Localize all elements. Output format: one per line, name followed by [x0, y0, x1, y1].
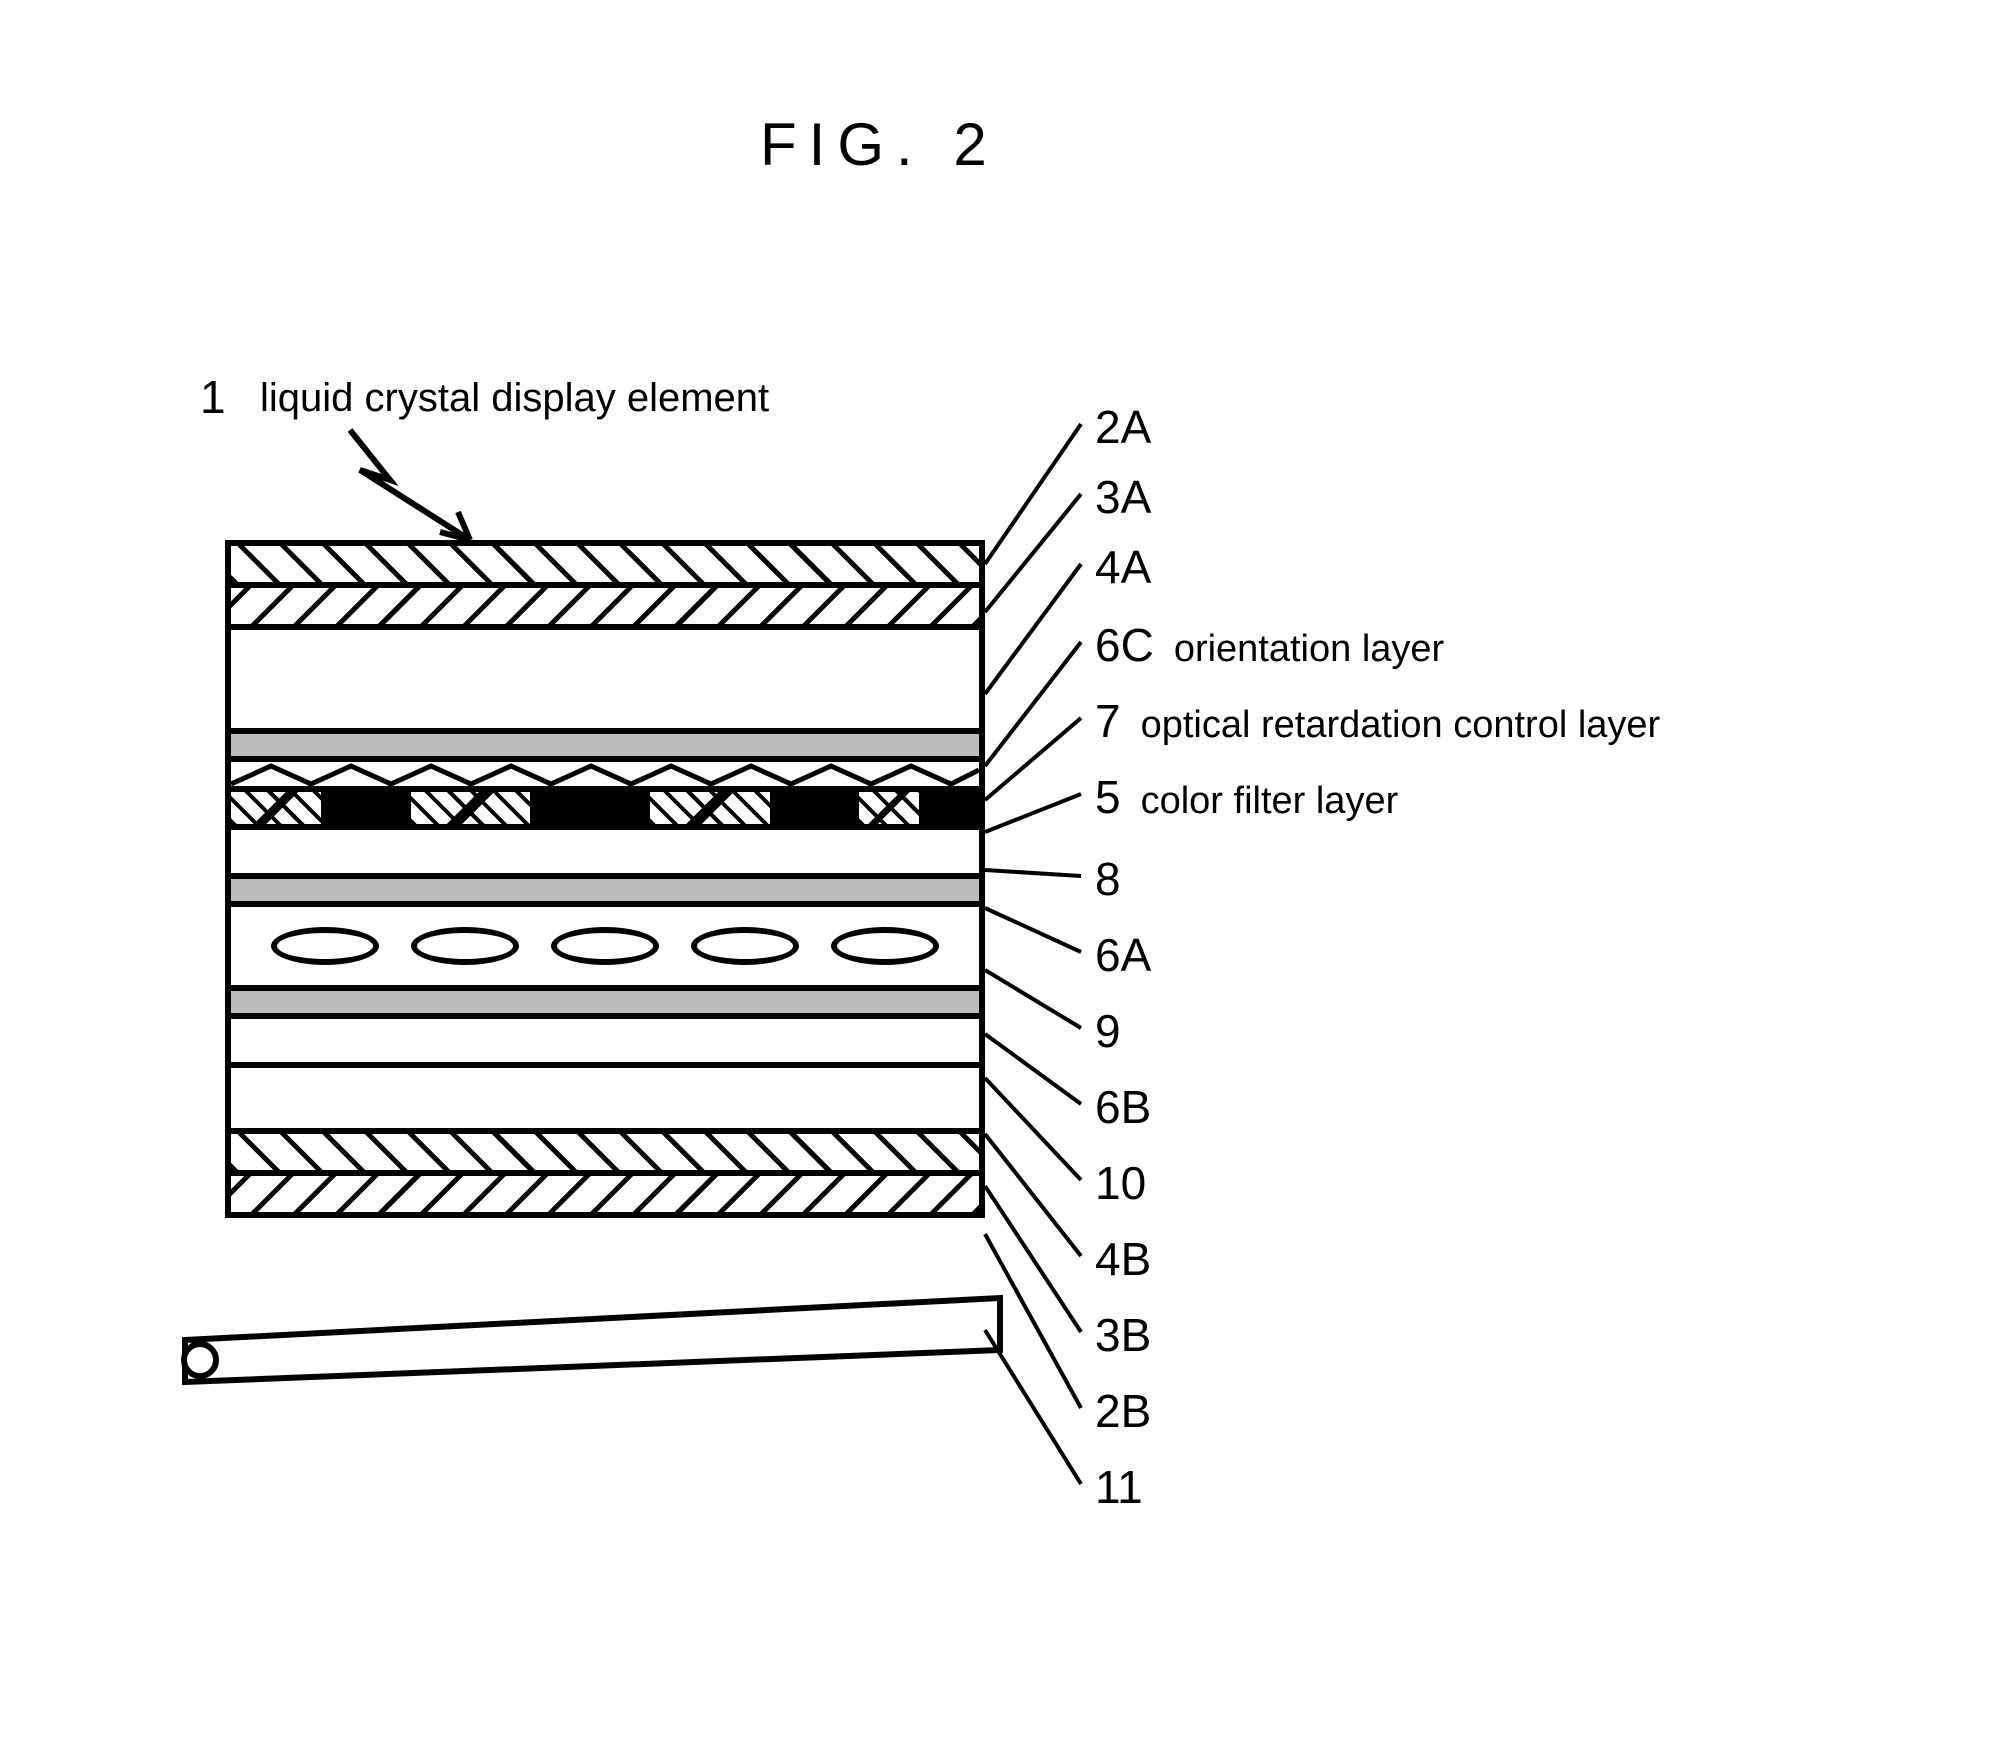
label-desc: optical retardation control layer — [1141, 704, 1661, 746]
label-num: 4B — [1095, 1233, 1151, 1285]
label-num: 9 — [1095, 1005, 1121, 1057]
label-6B: 6B — [1095, 1080, 1151, 1134]
label-5: 5 color filter layer — [1095, 770, 1398, 824]
element-label-1: liquid crystal display element — [260, 376, 769, 421]
layer-9 — [231, 901, 979, 991]
label-num: 6C — [1095, 619, 1154, 671]
label-8: 8 — [1095, 852, 1121, 906]
label-num: 6B — [1095, 1081, 1151, 1133]
label-2B: 2B — [1095, 1384, 1151, 1438]
label-num: 3B — [1095, 1309, 1151, 1361]
label-6C: 6C orientation layer — [1095, 618, 1444, 672]
layer-2B — [231, 1170, 979, 1218]
label-3B: 3B — [1095, 1308, 1151, 1362]
layer-8 — [231, 824, 979, 879]
label-num: 2B — [1095, 1385, 1151, 1437]
lc-ellipse — [551, 927, 659, 965]
layer-10 — [231, 1013, 979, 1068]
label-num: 4A — [1095, 541, 1151, 593]
layer-stack — [225, 540, 985, 1218]
label-11: 11 — [1095, 1460, 1143, 1514]
lc-ellipse — [691, 927, 799, 965]
element-number-1: 1 — [200, 370, 226, 424]
label-num: 11 — [1095, 1461, 1143, 1513]
label-3A: 3A — [1095, 470, 1151, 524]
label-4A: 4A — [1095, 540, 1151, 594]
lc-ellipse — [411, 927, 519, 965]
label-num: 7 — [1095, 695, 1121, 747]
label-10: 10 — [1095, 1156, 1146, 1210]
label-num: 5 — [1095, 771, 1121, 823]
layer-3A — [231, 582, 979, 630]
label-9: 9 — [1095, 1004, 1121, 1058]
label-desc: color filter layer — [1141, 780, 1399, 822]
pointer-arrow-icon — [330, 420, 510, 560]
label-num: 3A — [1095, 471, 1151, 523]
label-num: 6A — [1095, 929, 1151, 981]
layer-4B — [231, 1062, 979, 1134]
layer-11-backlight — [140, 1290, 1010, 1390]
label-4B: 4B — [1095, 1232, 1151, 1286]
label-num: 10 — [1095, 1157, 1146, 1209]
figure-title: FIG. 2 — [760, 110, 999, 179]
layer-3B — [231, 1128, 979, 1176]
label-num: 2A — [1095, 401, 1151, 453]
layer-2A — [231, 540, 979, 588]
label-2A: 2A — [1095, 400, 1151, 454]
label-6A: 6A — [1095, 928, 1151, 982]
label-7: 7 optical retardation control layer — [1095, 694, 1660, 748]
lc-ellipse — [831, 927, 939, 965]
label-num: 8 — [1095, 853, 1121, 905]
label-desc: orientation layer — [1174, 628, 1444, 670]
layer-4A — [231, 624, 979, 734]
lc-ellipse — [271, 927, 379, 965]
